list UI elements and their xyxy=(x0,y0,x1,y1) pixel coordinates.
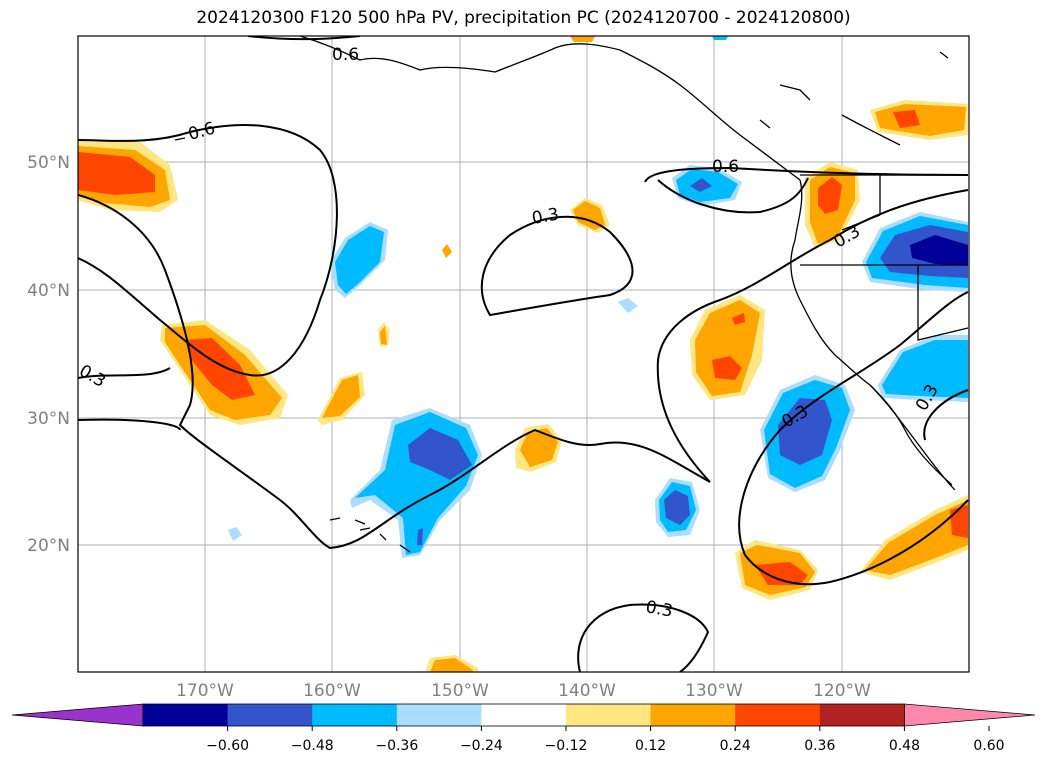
colorbar-tick-label: 0.24 xyxy=(720,738,751,754)
pv-contour-line xyxy=(738,291,969,556)
precip-negative-area xyxy=(618,298,638,313)
islands xyxy=(174,51,949,141)
colorbar-segment xyxy=(396,704,482,726)
colorbar-segment xyxy=(819,704,905,726)
pv-contour-line xyxy=(78,418,181,431)
colorbar-tick-label: 0.60 xyxy=(973,738,1004,754)
colorbar-tick-label: 0.12 xyxy=(635,738,666,754)
colorbar-segment xyxy=(481,704,567,726)
pv-contour-line xyxy=(78,194,711,550)
colorbar-segment xyxy=(143,704,229,726)
colorbar-tick-label: −0.60 xyxy=(206,738,249,754)
colorbar-extend-max xyxy=(904,703,1036,727)
lon-label: 130°W xyxy=(685,681,743,701)
pv-contour-line xyxy=(923,389,969,441)
map-content: 0.6 0.6 0.6 0.3 0.3 0.3 0.3 0.3 0.3 xyxy=(78,36,969,672)
colorbar-segment xyxy=(312,704,398,726)
contour-label: 0.3 xyxy=(644,597,674,621)
pv-contour-line xyxy=(656,189,969,483)
colorbar-tick-label: −0.12 xyxy=(545,738,588,754)
lat-label: 50°N xyxy=(27,153,70,173)
colorbar-tick-label: −0.36 xyxy=(375,738,418,754)
colorbar-segment xyxy=(650,704,736,726)
pv-contours xyxy=(78,36,969,672)
precip-negative-area xyxy=(228,527,242,541)
pv-contour-line xyxy=(744,499,969,586)
pv-contour-line xyxy=(657,177,809,214)
colorbar-extend-min xyxy=(11,703,144,727)
pv-contour-line xyxy=(247,36,361,41)
colorbar: −0.60 −0.48 −0.36 −0.24 −0.12 0.12 0.24 0.36 0.4… xyxy=(11,703,1036,754)
pv-contour-line xyxy=(577,603,710,672)
contour-label: 0.3 xyxy=(530,205,560,229)
colorbar-tick-label: −0.48 xyxy=(291,738,334,754)
lat-label: 30°N xyxy=(27,409,70,429)
map-border xyxy=(77,35,970,673)
contour-label: 0.6 xyxy=(712,157,739,177)
pv-contour-line xyxy=(78,367,171,379)
coastlines xyxy=(174,36,969,553)
coastline-hawaii xyxy=(329,517,411,553)
coastline-west-coast xyxy=(790,179,956,491)
coastline-alaska xyxy=(299,36,801,181)
lat-label: 20°N xyxy=(27,536,70,556)
contour-label: 0.6 xyxy=(332,45,359,65)
colorbar-segment xyxy=(735,704,821,726)
precip-negative-area xyxy=(712,36,728,40)
lon-label: 140°W xyxy=(558,681,616,701)
pv-contour-line xyxy=(78,124,338,377)
colorbar-tick-label: 0.48 xyxy=(889,738,920,754)
lat-label: 40°N xyxy=(27,281,70,301)
pv-contour-line xyxy=(480,215,634,317)
precip-positive-area xyxy=(442,244,452,258)
colorbar-outline xyxy=(142,703,905,727)
lon-label: 150°W xyxy=(431,681,489,701)
colorbar-segment xyxy=(227,704,313,726)
precipitation-shading xyxy=(78,36,968,672)
lon-label: 160°W xyxy=(303,681,361,701)
colorbar-tick-label: −0.24 xyxy=(460,738,503,754)
colorbar-segment xyxy=(566,704,652,726)
lon-label: 120°W xyxy=(813,681,871,701)
colorbar-tick-label: 0.36 xyxy=(804,738,835,754)
coastline-mexico xyxy=(869,384,953,486)
precip-positive-area xyxy=(570,36,595,42)
lon-label: 170°W xyxy=(176,681,234,701)
map-title: 2024120300 F120 500 hPa PV, precipitatio… xyxy=(196,8,851,28)
